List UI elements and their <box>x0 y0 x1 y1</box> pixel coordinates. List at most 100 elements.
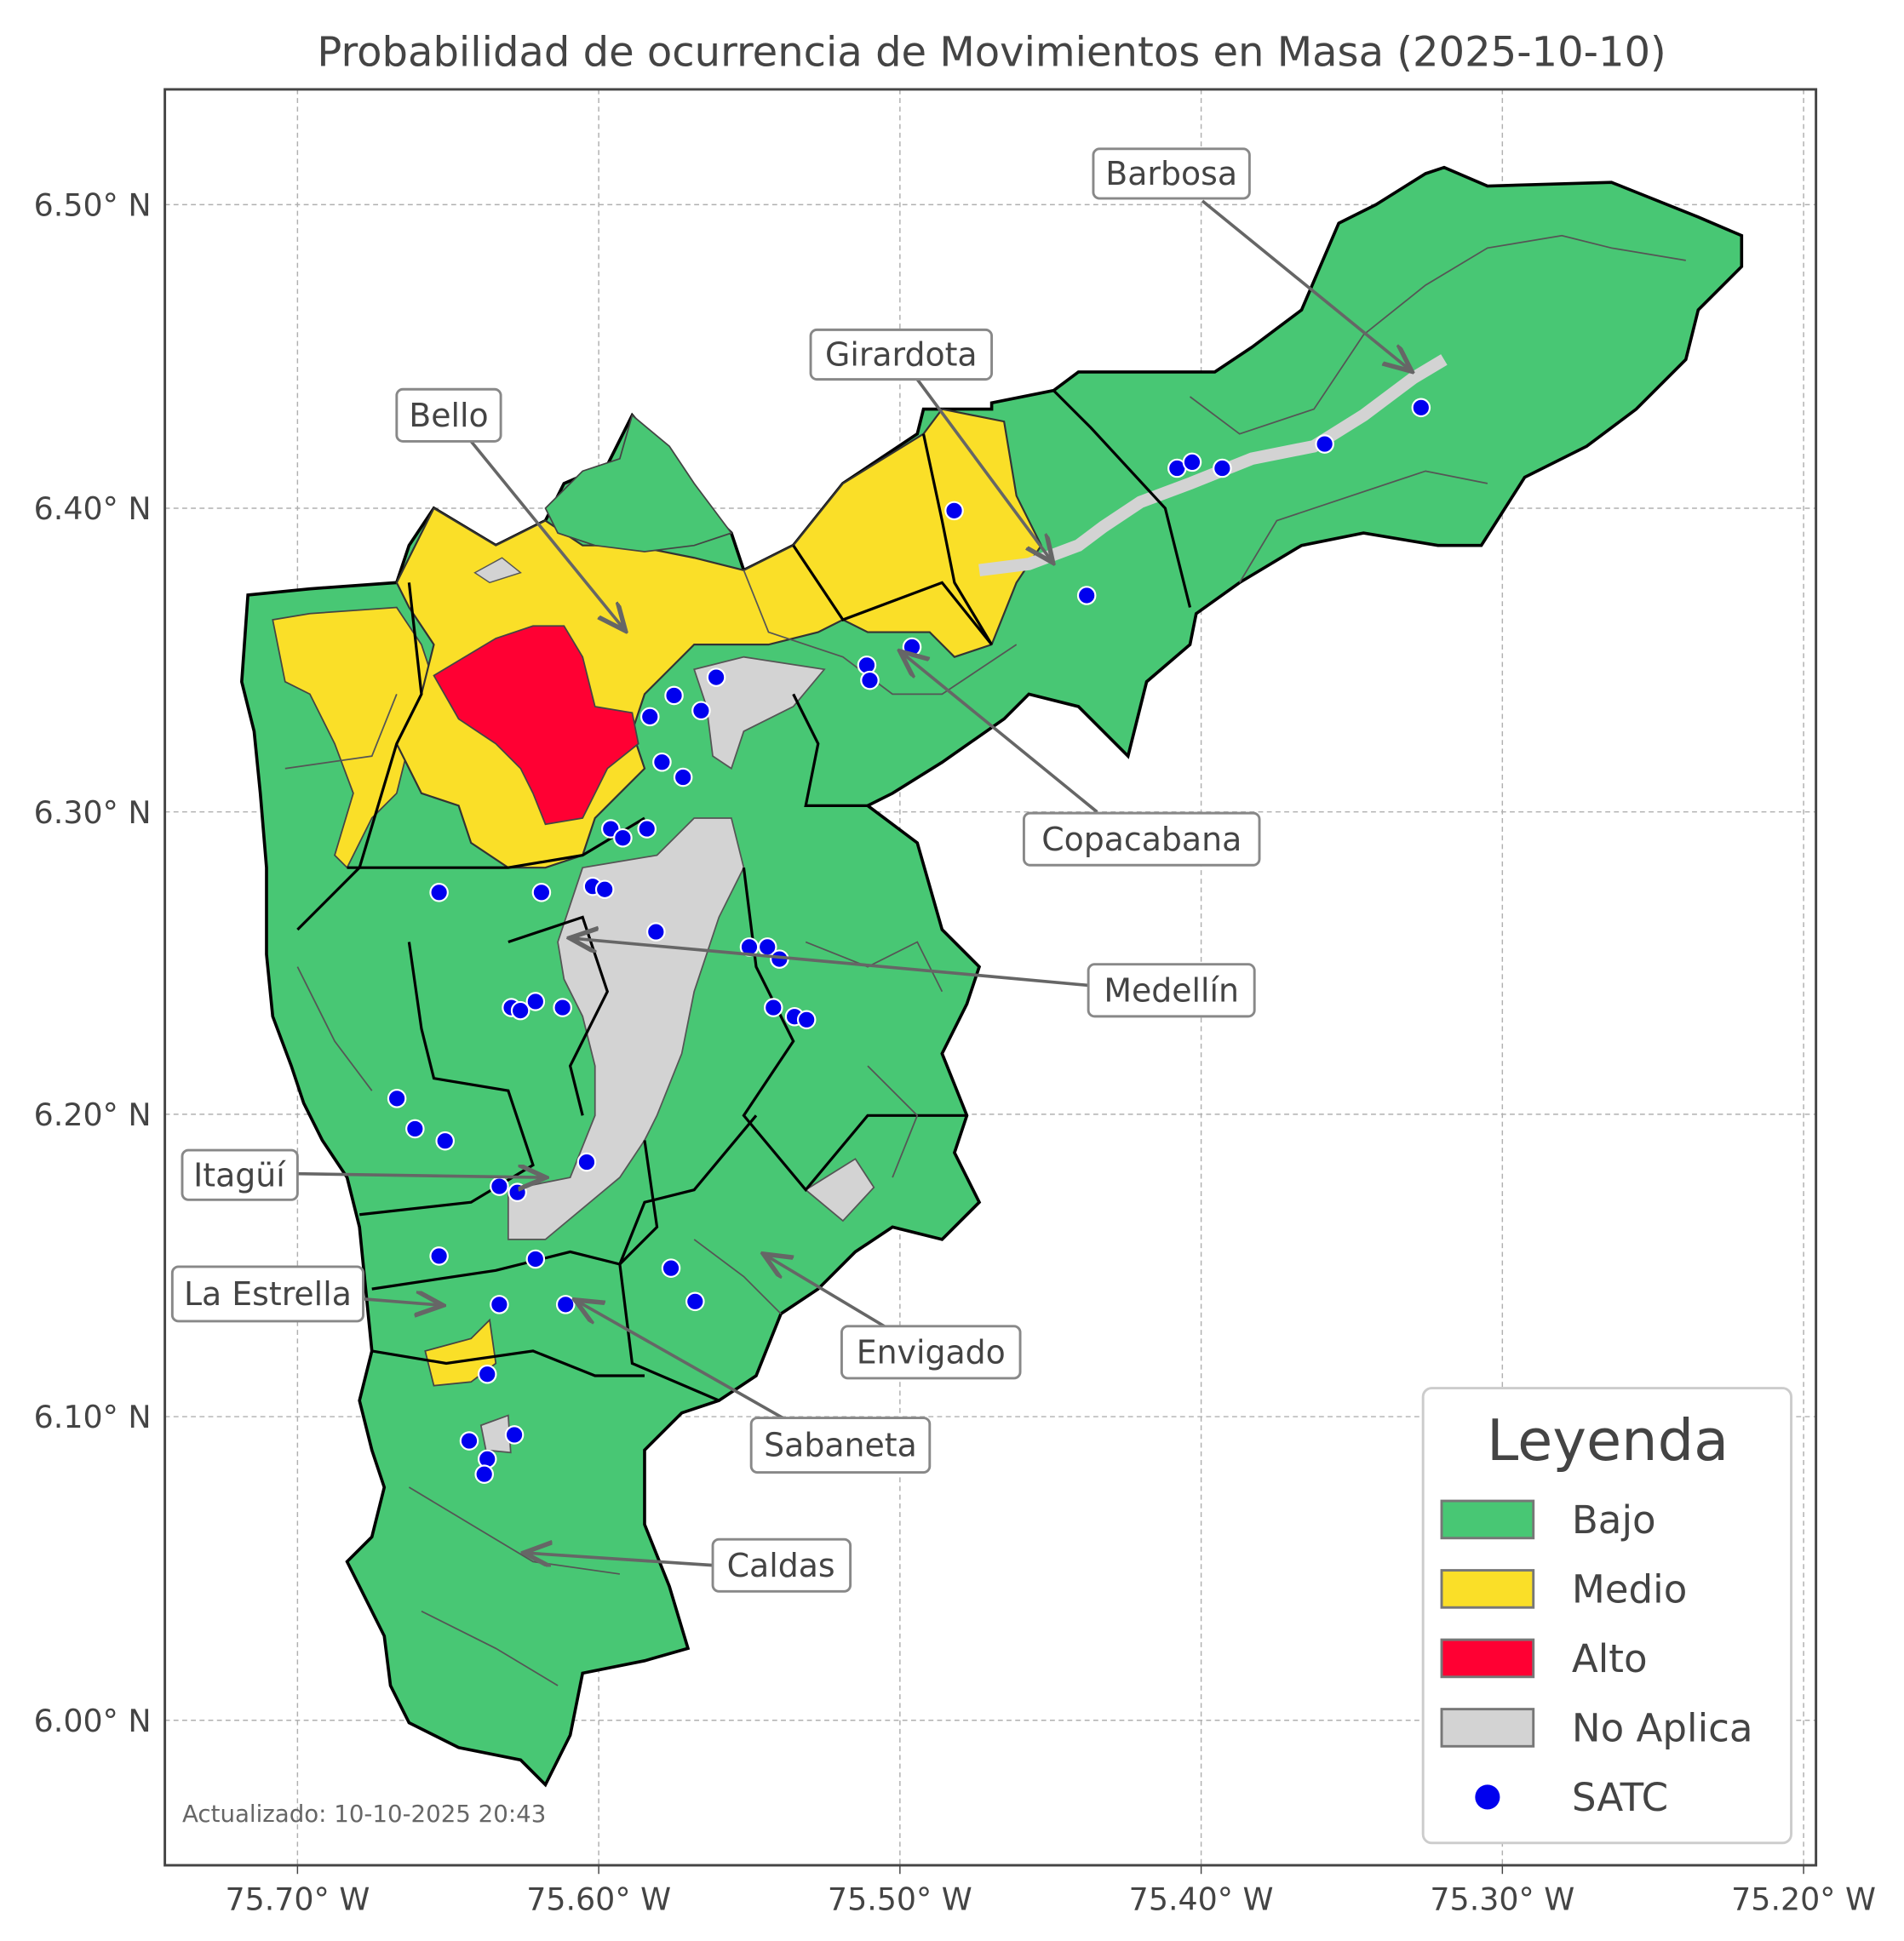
label-girardota: Girardota <box>809 328 1051 560</box>
satc-station-marker[interactable] <box>1213 458 1232 478</box>
region-no-aplica-bello[interactable] <box>693 656 826 770</box>
svg-text:Barbosa: Barbosa <box>1105 155 1237 192</box>
y-axis: 6.50° N 6.40° N 6.30° N 6.20° N 6.10° N … <box>34 186 152 1738</box>
label-bello: Bello <box>395 387 623 628</box>
satc-station-marker[interactable] <box>613 827 633 848</box>
y-tick-label: 6.10° N <box>34 1399 152 1435</box>
satc-station-marker[interactable] <box>429 1246 449 1266</box>
axes-frame <box>163 88 1818 1867</box>
region-no-aplica-caldas[interactable] <box>479 1414 512 1454</box>
satc-station-marker[interactable] <box>1315 434 1334 454</box>
legend-title: Leyenda <box>1487 1407 1729 1474</box>
satc-station-marker[interactable] <box>639 707 660 727</box>
satc-station-marker[interactable] <box>474 1464 494 1484</box>
y-tick-label: 6.00° N <box>34 1703 152 1739</box>
x-tick-label: 75.20° W <box>1731 1881 1876 1917</box>
satc-station-marker[interactable] <box>525 1249 546 1269</box>
svg-text:Bello: Bello <box>409 397 488 434</box>
legend-swatch-medio <box>1440 1569 1535 1609</box>
satc-station-marker[interactable] <box>796 1010 817 1030</box>
satc-station-marker[interactable] <box>459 1431 479 1451</box>
satc-station-marker[interactable] <box>531 883 552 902</box>
region-medio-la-estrella[interactable] <box>424 1318 497 1387</box>
satc-station-marker[interactable] <box>664 685 684 706</box>
satc-station-marker[interactable] <box>637 819 657 839</box>
satc-station-marker[interactable] <box>652 752 672 772</box>
satc-station-marker[interactable] <box>706 667 726 687</box>
satc-station-marker[interactable] <box>429 883 449 902</box>
y-tick-label: 6.50° N <box>34 186 152 223</box>
legend: Leyenda Bajo Medio Alto No Aplica SATC <box>1421 1387 1792 1845</box>
legend-swatch-alto <box>1440 1638 1535 1679</box>
satc-station-marker[interactable] <box>594 879 615 900</box>
satc-station-marker[interactable] <box>508 1182 527 1202</box>
x-axis: 75.70° W 75.60° W 75.50° W 75.40° W 75.3… <box>225 1865 1876 1917</box>
region-medio-west[interactable] <box>272 606 435 869</box>
svg-text:Envigado: Envigado <box>857 1333 1006 1371</box>
region-no-aplica-bello-west[interactable] <box>473 557 522 584</box>
legend-label-no-aplica: No Aplica <box>1572 1705 1753 1750</box>
region-no-aplica-valley <box>978 354 1448 577</box>
satc-station-marker[interactable] <box>510 1000 530 1021</box>
satc-station-marker[interactable] <box>477 1364 497 1384</box>
satc-station-marker[interactable] <box>685 1291 705 1312</box>
satc-station-marker[interactable] <box>764 998 783 1017</box>
satc-station-marker[interactable] <box>860 670 880 690</box>
label-medellin: Medellín <box>573 938 1256 1018</box>
svg-text:Caldas: Caldas <box>727 1547 835 1584</box>
label-barbosa: Barbosa <box>1092 147 1409 369</box>
y-tick-label: 6.30° N <box>34 794 152 831</box>
satc-station-marker[interactable] <box>555 1295 576 1314</box>
legend-swatch-bajo <box>1440 1499 1535 1540</box>
satc-station-marker[interactable] <box>490 1295 509 1314</box>
satc-station-marker[interactable] <box>661 1258 681 1278</box>
svg-text:Medellín: Medellín <box>1104 971 1239 1009</box>
region-bajo-bello-north[interactable] <box>544 414 733 553</box>
y-tick-label: 6.20° N <box>34 1096 152 1133</box>
x-tick-label: 75.30° W <box>1430 1881 1574 1917</box>
satc-station-marker[interactable] <box>387 1089 407 1108</box>
satc-station-marker[interactable] <box>405 1119 425 1139</box>
satc-station-marker[interactable] <box>902 637 922 657</box>
municipal-boundaries <box>284 234 1686 1686</box>
svg-text:Sabaneta: Sabaneta <box>764 1427 917 1464</box>
label-caldas: Caldas <box>527 1537 852 1593</box>
label-la-estrella: La Estrella <box>170 1265 439 1323</box>
satc-station-marker[interactable] <box>1182 452 1202 472</box>
svg-text:Girardota: Girardota <box>825 336 978 374</box>
satc-station-marker[interactable] <box>576 1152 597 1172</box>
satc-station-marker[interactable] <box>504 1425 525 1445</box>
updated-timestamp: Actualizado: 10-10-2025 20:43 <box>182 1800 546 1828</box>
satc-station-marker[interactable] <box>435 1131 455 1151</box>
satc-station-marker[interactable] <box>944 501 964 521</box>
label-itagui: Itagüí <box>181 1148 543 1201</box>
legend-label-medio: Medio <box>1572 1566 1687 1612</box>
satc-station-marker[interactable] <box>646 922 666 942</box>
legend-label-satc: SATC <box>1572 1775 1668 1820</box>
satc-station-marker[interactable] <box>1076 586 1097 605</box>
y-tick-label: 6.40° N <box>34 490 152 527</box>
map-title: Probabilidad de ocurrencia de Movimiento… <box>317 28 1666 76</box>
legend-marker-satc <box>1475 1784 1500 1810</box>
satc-station-marker[interactable] <box>691 701 711 721</box>
region-no-aplica-envigado[interactable] <box>804 1158 875 1222</box>
municipality-labels: Barbosa Girardota Bello Copacabana Medel… <box>170 147 1409 1593</box>
satc-station-marker[interactable] <box>1411 398 1431 418</box>
svg-text:Copacabana: Copacabana <box>1041 821 1242 858</box>
risk-map <box>240 165 1744 1788</box>
svg-text:La Estrella: La Estrella <box>184 1275 352 1313</box>
satc-station-marker[interactable] <box>673 767 693 787</box>
x-tick-label: 75.70° W <box>225 1881 370 1917</box>
legend-swatch-no-aplica <box>1440 1708 1535 1748</box>
satc-station-marker[interactable] <box>553 998 572 1017</box>
label-envigado: Envigado <box>766 1256 1022 1380</box>
label-copacabana: Copacabana <box>903 653 1261 867</box>
x-tick-label: 75.60° W <box>526 1881 671 1917</box>
satc-station-marker[interactable] <box>525 992 546 1011</box>
satc-stations <box>387 398 1431 1484</box>
region-alto[interactable] <box>433 625 639 826</box>
legend-label-alto: Alto <box>1572 1636 1648 1681</box>
satc-station-marker[interactable] <box>490 1177 509 1196</box>
label-sabaneta: Sabaneta <box>577 1302 932 1474</box>
